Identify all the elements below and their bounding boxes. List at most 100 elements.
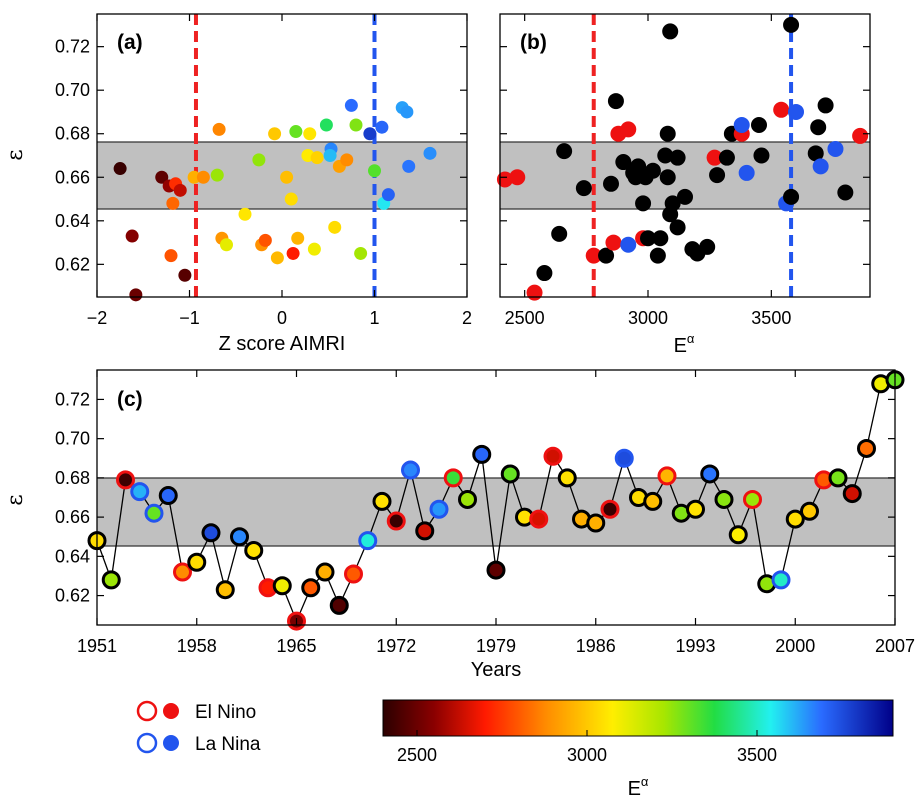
panel-c-xtick-label: 1958 [177,636,217,656]
panel-c-point [557,468,577,488]
panel-c-point [173,562,192,582]
panel-b-point [810,119,827,136]
panel-c-point [857,438,876,458]
panel-b-xlabel: Eα [674,331,695,357]
panel-c-point [500,464,520,484]
panel-b-xtick-label: 3500 [751,308,791,328]
panel-b-point [659,125,676,142]
panel-a-point [187,170,201,184]
panel-a-point [280,170,294,184]
panel-a-point [129,288,143,302]
colorbar-label: Eα [628,774,649,799]
panel-a-point [423,146,437,160]
panel-b-point [496,171,513,188]
panel-c-point [244,540,264,560]
panel-b-point [669,149,686,166]
panel-a-point [252,153,266,167]
panel-b-point [709,167,726,184]
panel-b-xtick-label: 2500 [505,308,545,328]
panel-b-point [620,121,637,138]
panel-c-point [158,486,178,506]
panel-a-xtick-label: 1 [369,308,379,328]
panel-c-point [700,464,720,484]
panel-c-point [215,580,235,600]
panel-c-point [743,489,762,509]
panel-a-point [400,105,414,119]
panel-c-point [344,564,363,584]
panel-b-point [773,101,790,118]
panel-a-point [349,118,363,132]
panel-c-point [201,523,221,543]
panel-a-point [291,231,305,245]
panel-c-point [187,552,207,572]
panel-c-point [101,570,121,590]
panel-c-point [386,511,406,531]
panel-a-point [270,251,284,265]
panel-c-point [600,499,620,519]
panel-c-ylabel: ε [3,494,28,505]
legend-lanina-label: La Nina [195,734,261,755]
panel-a: 0.62 0.64 0.66 0.68 0.70 0.72 −2 −1 0 1 2 (a) Z sc… [3,13,472,355]
panel-b-point [536,265,553,282]
panel-c-ytick-label: 0.66 [55,507,90,527]
panel-a-xtick-label: −1 [179,308,200,328]
panel-b-point [635,195,652,212]
panel-c-point [686,499,705,519]
panel-a-point [212,122,226,136]
panel-b-point [551,225,568,242]
panel-b-point [783,188,800,205]
panel-c-point [443,468,463,488]
panel-c-point [144,503,164,523]
panel-a-xtick-label: 2 [462,308,472,328]
panel-c-point [130,482,150,502]
panel-a-ytick-label: 0.64 [55,211,90,231]
panel-a-point [164,249,178,263]
panel-a-ytick-label: 0.72 [55,37,90,57]
panel-a-point [363,127,377,141]
panel-c-point [614,448,634,468]
panel-c-point [586,513,606,533]
panel-c-xtick-label: 1986 [576,636,616,656]
panel-c-point [358,531,378,551]
panel-b-point [812,158,829,175]
panel-b-point [556,143,573,160]
panel-b-point [669,219,686,236]
panel-b-point [788,103,804,120]
panel-b-point [738,164,755,181]
panel-c-point [842,484,862,504]
panel-a-xlabel: Z score AIMRI [219,333,346,355]
panel-a-point [375,120,389,134]
panel-b-point [620,236,637,253]
panel-c-xtick-label: 1972 [376,636,416,656]
panel-a-point [284,192,298,206]
panel-a-point [323,149,337,162]
panel-b-frame [499,13,871,298]
panel-a-point [125,229,139,243]
panel-c-point [643,491,663,511]
panel-b-point [509,169,526,186]
legend-elnino-ring [136,700,158,722]
panel-c-ytick-label: 0.64 [55,546,90,566]
legend-lanina-dot [163,735,179,751]
panel-c-xtick-label: 1993 [675,636,715,656]
panel-b-point [807,145,824,162]
panel-b-point [677,188,693,205]
panel-b-point [827,140,844,157]
panel-a-point [196,170,210,184]
panel-a-point [310,151,324,165]
panel-a-ylabel: ε [3,149,28,160]
colorbar-gradient [382,699,894,737]
panel-b-point [649,247,666,264]
panel-c-point [272,576,292,596]
panel-c-ytick-label: 0.72 [55,389,90,409]
panel-b-point [733,117,750,134]
panel-b-point [664,195,681,212]
panel-b-point [783,16,800,33]
panel-a-point [178,268,192,282]
legend: El Nino La Nina [136,700,261,755]
panel-b-xtick-label: 3000 [628,308,668,328]
panel-c-point [714,489,734,509]
panel-a-ytick-label: 0.62 [55,254,90,274]
panel-a-point [303,127,317,141]
